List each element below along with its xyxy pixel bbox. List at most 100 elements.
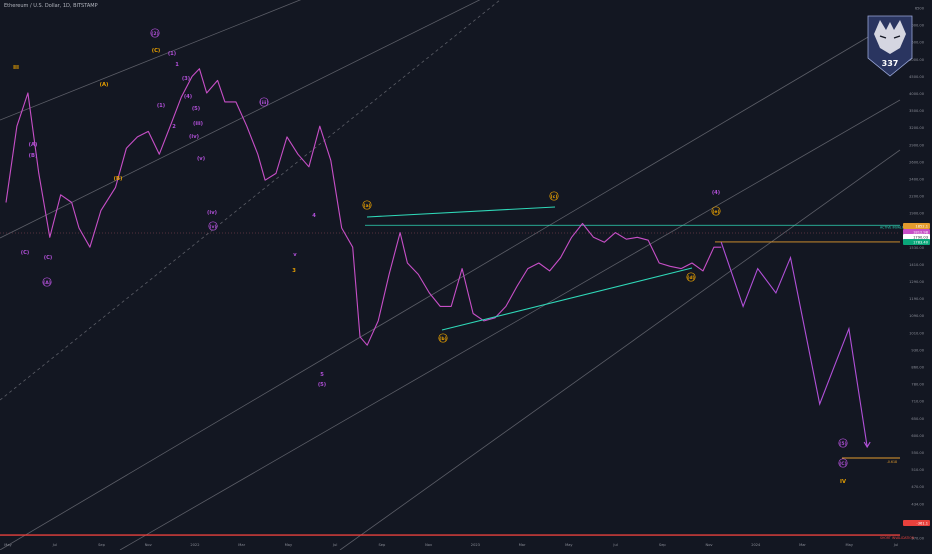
time-axis-label: Jul: [52, 543, 57, 547]
price-series: [5, 68, 722, 346]
channel-line-mid: [119, 99, 901, 551]
price-axis-label: 5500.00: [909, 41, 925, 45]
wave-label-10: (1): [168, 51, 176, 57]
time-axis[interactable]: May Jul Sep Nov 2022 Mar May Jul Sep Nov 2023 Mar Ma…: [4, 543, 898, 547]
time-axis-label: Jul: [332, 543, 337, 547]
wave-label-32: (e): [712, 209, 719, 215]
price-tag-bg-3: [903, 239, 930, 245]
price-axis-label: 780.00: [911, 383, 924, 387]
time-axis-label: 2023: [471, 543, 480, 547]
wave-label-circle-9: [150, 28, 160, 38]
price-axis-label: 3200.00: [909, 126, 925, 130]
price-tag-bg-1: [903, 229, 930, 235]
wave-label-34: (5): [839, 441, 846, 447]
short-invalidation-label: SHORT INVALIDATION: [880, 536, 915, 540]
time-axis-label: 2024: [751, 543, 761, 547]
price-axis-label: 3500.00: [909, 109, 925, 113]
wave-label-7: (C): [44, 255, 53, 261]
wave-label-15: (4): [184, 94, 192, 100]
price-axis-label: 860.00: [911, 366, 924, 370]
symbol-header: Ethereum / U.S. Dollar, 1D, BITSTAMP: [4, 3, 98, 9]
wave-label-25: 4: [312, 213, 316, 219]
price-axis-label: 6500: [915, 7, 925, 11]
time-axis-label: Nov: [145, 543, 153, 547]
wave-label-8: (A): [43, 280, 51, 286]
wave-label-13: 2: [172, 124, 176, 130]
price-tag-0: 1852.1: [915, 225, 928, 229]
price-axis-label: 510.00: [911, 468, 924, 472]
time-axis-label: 2022: [190, 543, 199, 547]
time-axis-label: May: [565, 543, 573, 547]
wave-labels: III (A) (B) (C) (A) (B) (C) (C) (A) (2) (1) 1 (1) 2 (3…: [13, 28, 848, 485]
active-invalidation-label: ACTIVE INVALIDATION: [880, 225, 915, 229]
target-ratio-label: -0.618: [887, 460, 897, 464]
price-axis-label: 4500.00: [909, 75, 925, 79]
wave-label-23: v: [293, 252, 297, 258]
channel-line-lower-1: [0, 29, 881, 551]
price-tag-4: -361.1: [916, 522, 928, 526]
wave-label-circle-29: [438, 333, 448, 343]
wave-label-circle-35: [838, 458, 848, 468]
price-axis-label: 370.00: [911, 537, 924, 541]
wave-label-circle-8: [42, 277, 52, 287]
price-axis-label: 550.00: [911, 451, 924, 455]
price-axis-label: 1190.00: [909, 297, 925, 301]
channel-line-upper-2: [0, 0, 481, 239]
wave-label-6: (C): [21, 250, 30, 256]
price-axis-label: 2900.00: [909, 143, 925, 147]
price-axis-label: 1290.00: [909, 280, 925, 284]
wave-label-circle-22: [259, 97, 269, 107]
price-axis-label: 5000.00: [909, 58, 925, 62]
price-tag-bg-0: [903, 223, 930, 229]
price-axis-label: 1090.00: [909, 314, 925, 318]
time-axis-label: Sep: [659, 543, 666, 547]
price-line: [5, 68, 722, 346]
channel-line-upper-1: [0, 0, 302, 121]
projection-line: [720, 242, 868, 448]
price-axis-label: 710.00: [911, 400, 924, 404]
wave-label-26: 5: [320, 372, 324, 378]
wave-label-31: (d): [687, 275, 695, 281]
price-axis-label: 6000.00: [909, 24, 925, 28]
triangle-trendlines: [366, 206, 693, 331]
wave-label-35: (C): [839, 461, 847, 467]
projection-arrowhead: [863, 441, 871, 449]
wave-label-4: (A): [29, 142, 38, 148]
price-axis-label: 600.00: [911, 434, 924, 438]
wave-label-circle-31: [686, 272, 696, 282]
logo-number: 337: [882, 59, 899, 68]
wave-label-circle-32: [711, 206, 721, 216]
time-axis-label: May: [285, 543, 293, 547]
time-axis-label: May: [846, 543, 854, 547]
price-tag-3: 1783.40: [913, 241, 929, 245]
wave-label-18: (iv): [189, 134, 199, 140]
price-tag-bg-2: [903, 234, 930, 240]
logo-beast-face: [874, 20, 906, 54]
wave-label-28: (a): [363, 203, 370, 209]
wave-label-36: IV: [840, 479, 846, 485]
logo-beast-eyes: [879, 35, 901, 39]
wave-label-16: (5): [192, 106, 200, 112]
price-axis-label: 2200.00: [909, 195, 925, 199]
price-tag-1: 1812.98: [913, 231, 929, 235]
price-axis-label: 470.00: [911, 485, 924, 489]
time-axis-label: Sep: [98, 543, 105, 547]
wave-label-20: (iv): [207, 210, 217, 216]
time-axis-label: Jul: [612, 543, 617, 547]
time-axis-label: Sep: [379, 543, 386, 547]
wave-label-2: (B): [114, 176, 123, 182]
channel-line-lower-2: [339, 149, 901, 551]
wave-label-circle-30: [549, 191, 559, 201]
wave-label-1: (A): [100, 82, 109, 88]
price-axis-label: 2400.00: [909, 177, 925, 181]
channel-line-dashed: [0, 0, 501, 401]
triangle-upper-trendline: [366, 206, 556, 218]
wave-label-22: (iii): [260, 100, 269, 106]
time-axis-label: Nov: [706, 543, 714, 547]
wave-label-17: (iii): [193, 121, 203, 127]
wave-label-29: (b): [439, 336, 447, 342]
time-axis-label: Nov: [425, 543, 433, 547]
